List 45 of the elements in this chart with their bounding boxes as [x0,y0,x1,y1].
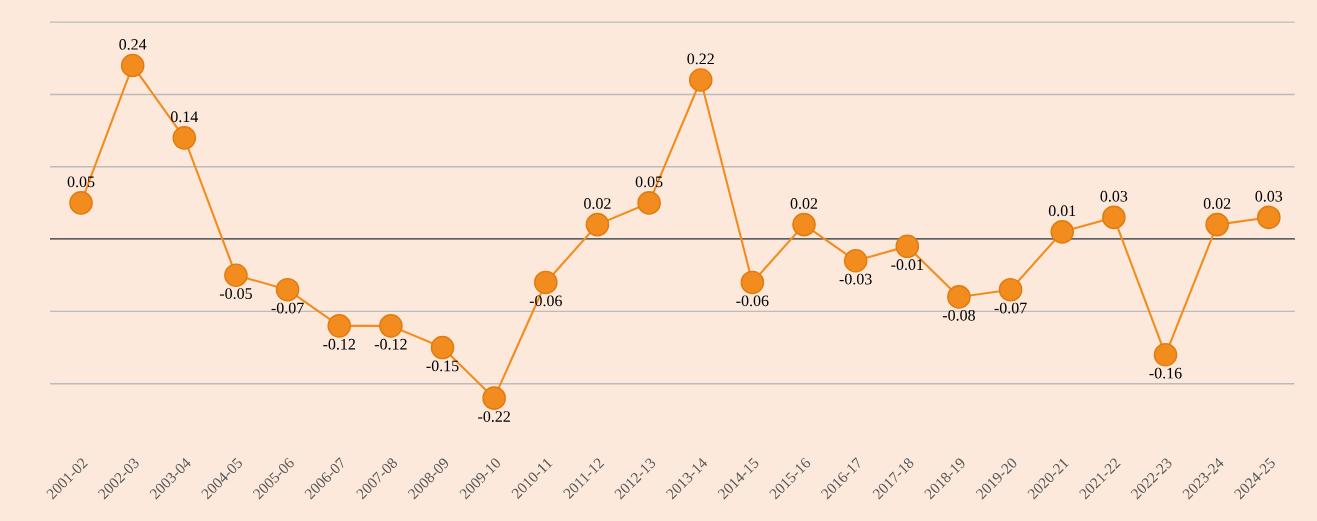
data-label: 0.24 [119,39,147,50]
point [792,212,816,237]
point [379,314,403,338]
point [895,234,920,259]
data-label: 0.03 [1100,190,1128,202]
point [1050,220,1075,244]
point [430,335,455,360]
data-label: 0.14 [170,111,199,123]
data-label: 0.03 [1255,190,1283,202]
data-label: -0.08 [942,309,975,321]
data-label: -0.12 [323,338,355,350]
data-label: 0.02 [790,198,818,209]
point [69,191,93,215]
point [327,314,352,338]
data-label: -0.15 [426,360,459,372]
data-label: -0.05 [219,288,252,300]
point [120,53,145,78]
data-label: 0.22 [687,53,714,65]
data-label: -0.12 [374,338,407,350]
point [688,68,713,92]
point [224,263,248,288]
point [172,126,197,150]
data-label: -0.06 [736,295,769,307]
point [637,191,661,215]
data-label: -0.22 [478,411,510,422]
point [1205,212,1229,237]
data-label: 0.01 [1048,205,1076,217]
point [275,277,300,302]
point [998,277,1023,302]
data-label: 0.02 [584,198,611,209]
data-label: -0.07 [271,302,304,314]
data-label: -0.16 [1149,367,1182,379]
point [1102,205,1126,230]
point [740,270,765,295]
point [1256,205,1281,230]
point [947,285,971,309]
point [585,212,610,237]
data-label: -0.07 [994,302,1027,314]
point [1153,342,1178,367]
data-label: -0.03 [839,273,872,285]
data-label: -0.01 [891,259,923,271]
point [534,270,558,295]
point [482,386,506,410]
point [843,248,868,273]
data-label: 0.02 [1203,198,1231,209]
